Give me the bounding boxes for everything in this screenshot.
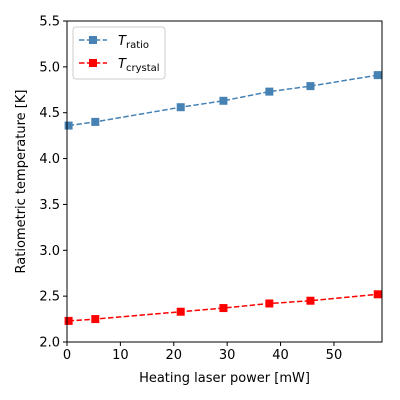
x-tick-label: 50 [326, 348, 343, 363]
legend-label-main: T [118, 57, 127, 72]
y-tick-label: 4.5 [39, 106, 60, 121]
plot-layer [64, 71, 382, 325]
y-tick-label: 2.0 [39, 336, 60, 351]
y-axis-label: Ratiometric temperature [K] [14, 90, 29, 274]
data-point-crystal [64, 316, 73, 325]
data-point-ratio [265, 87, 274, 96]
legend-label-sub: ratio [126, 40, 149, 51]
y-tick-label: 5.5 [39, 15, 60, 30]
y-tick-label: 2.5 [39, 290, 60, 305]
y-tick-label: 3.5 [39, 198, 60, 213]
x-axis-label: Heating laser power [mW] [139, 371, 310, 386]
x-tick-label: 30 [219, 348, 236, 363]
data-point-crystal [176, 307, 185, 316]
x-tick-label: 40 [272, 348, 289, 363]
y-tick-label: 5.0 [39, 60, 60, 75]
x-tick-label: 20 [166, 348, 183, 363]
data-point-ratio [373, 71, 382, 80]
x-tick-label: 10 [112, 348, 129, 363]
data-point-crystal [219, 304, 228, 313]
data-point-crystal [306, 296, 315, 305]
legend-marker-ratio [89, 36, 97, 44]
legend-label-crystal: Tcrystal [118, 57, 160, 74]
y-tick-label: 4.0 [39, 152, 60, 167]
data-point-crystal [373, 290, 382, 299]
data-point-ratio [219, 96, 228, 105]
data-point-ratio [64, 121, 73, 130]
data-point-ratio [91, 117, 100, 126]
data-point-crystal [265, 299, 274, 308]
axes-layer: 0 10 20 30 40 50 2.0 2.5 3.0 3.5 4.0 4.5 5.0 5.5 Heati… [14, 15, 383, 386]
legend-marker-crystal [89, 59, 97, 67]
x-tick-label: 0 [63, 348, 71, 363]
legend-label-main: T [118, 34, 127, 49]
axes-frame [66, 20, 383, 343]
data-point-crystal [91, 315, 100, 324]
legend-label-ratio: Tratio [118, 34, 149, 51]
data-point-ratio [306, 82, 315, 91]
y-tick-label: 3.0 [39, 244, 60, 259]
data-point-ratio [176, 103, 185, 112]
legend-label-sub: crystal [126, 63, 160, 74]
